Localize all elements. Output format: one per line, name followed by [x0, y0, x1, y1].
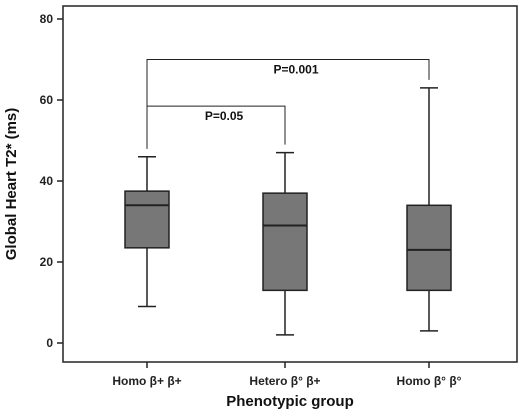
p-value-label: P=0.05	[205, 109, 244, 123]
box-1	[124, 155, 170, 308]
y-axis: 0 20 40 60 80	[40, 12, 63, 350]
bracket-line	[146, 105, 286, 149]
p-value-label: P=0.001	[273, 63, 318, 77]
iqr-box	[406, 204, 452, 292]
plot-frame	[62, 5, 518, 363]
bracket-line	[146, 59, 430, 149]
boxes	[124, 87, 452, 336]
iqr-box	[124, 190, 170, 249]
significance-annotations: P=0.001 P=0.05	[146, 59, 430, 149]
y-tick-label: 20	[40, 255, 54, 269]
iqr-box	[262, 192, 308, 292]
significance-bracket-2: P=0.05	[146, 105, 286, 149]
box-2	[262, 151, 308, 336]
y-tick-label: 80	[40, 12, 54, 26]
y-tick-label: 0	[46, 336, 53, 350]
y-tick-label: 40	[40, 174, 54, 188]
y-axis-title: Global Heart T2* (ms)	[3, 108, 20, 261]
x-tick-label: Hetero β° β+	[249, 374, 320, 388]
x-tick-label: Homo β+ β+	[112, 374, 181, 388]
x-axis: Homo β+ β+ Hetero β° β+ Homo β° β°	[112, 362, 462, 388]
x-axis-title: Phenotypic group	[226, 393, 354, 410]
y-tick-label: 60	[40, 93, 54, 107]
x-tick-label: Homo β° β°	[397, 374, 462, 388]
significance-bracket-1: P=0.001	[146, 59, 430, 149]
box-3	[406, 87, 452, 332]
